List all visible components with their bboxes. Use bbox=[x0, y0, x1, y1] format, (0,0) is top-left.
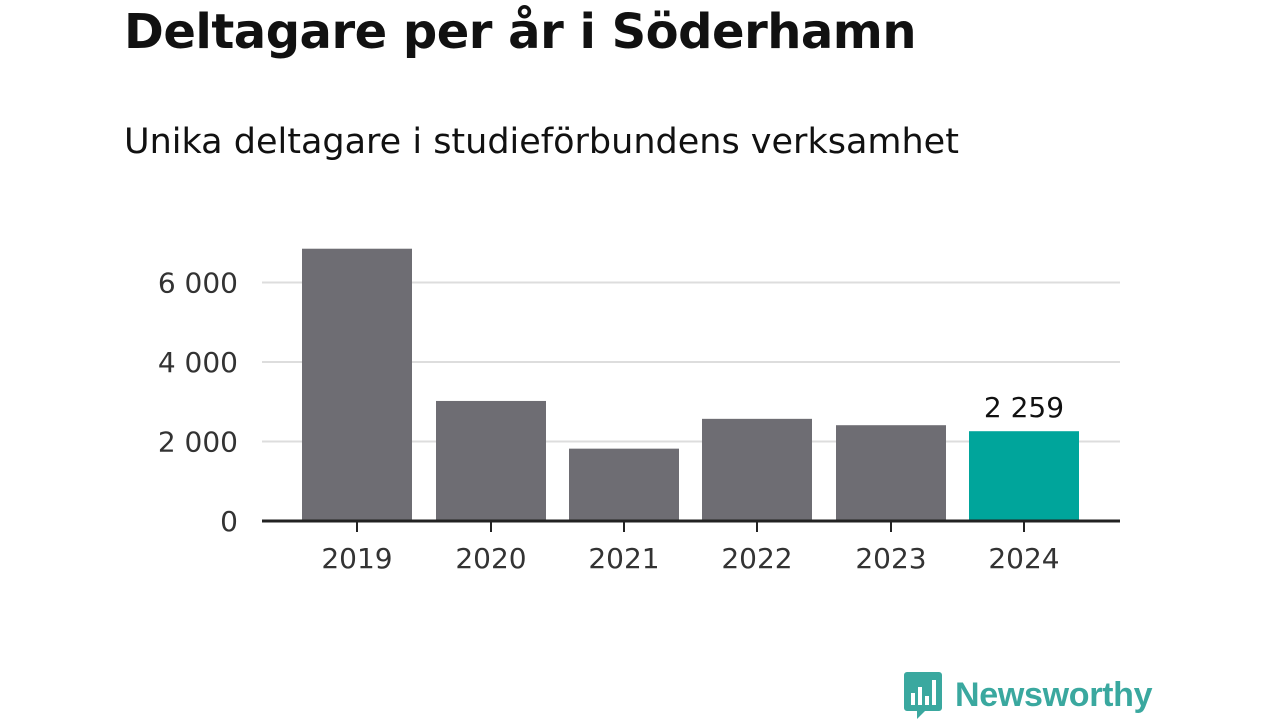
bar-chart: 0 2 000 4 000 6 000 2019 2020 2021 2022 2023 2024… bbox=[158, 248, 1120, 576]
y-tick-label: 0 bbox=[220, 505, 238, 538]
bar-2023 bbox=[836, 425, 946, 521]
bar-2019 bbox=[302, 248, 412, 521]
x-tick-label: 2024 bbox=[988, 542, 1059, 575]
x-tick-label: 2020 bbox=[455, 542, 526, 575]
chart-subtitle: Unika deltagare i studieförbundens verks… bbox=[124, 122, 959, 162]
bar-chart-speech-bubble-icon bbox=[904, 672, 942, 719]
brand-name: Newsworthy bbox=[955, 675, 1153, 714]
bar-2022 bbox=[702, 418, 812, 521]
y-tick-label: 4 000 bbox=[158, 346, 238, 379]
bar-2024 bbox=[969, 431, 1079, 521]
x-tick-label: 2021 bbox=[588, 542, 659, 575]
labels: 0 2 000 4 000 6 000 2019 2020 2021 2022 2023 2024… bbox=[158, 267, 1064, 576]
bars bbox=[302, 248, 1079, 521]
newsworthy-logo: Newsworthy bbox=[903, 670, 1153, 720]
data-label: 2 259 bbox=[984, 391, 1064, 424]
y-tick-label: 6 000 bbox=[158, 267, 238, 300]
x-tick-label: 2019 bbox=[321, 542, 392, 575]
bar-2021 bbox=[569, 448, 679, 521]
bar-2020 bbox=[436, 400, 546, 521]
x-tick-label: 2022 bbox=[721, 542, 792, 575]
chart-title: Deltagare per år i Söderhamn bbox=[124, 4, 917, 60]
x-axis bbox=[262, 519, 1120, 532]
x-tick-label: 2023 bbox=[855, 542, 926, 575]
y-tick-label: 2 000 bbox=[158, 426, 238, 459]
